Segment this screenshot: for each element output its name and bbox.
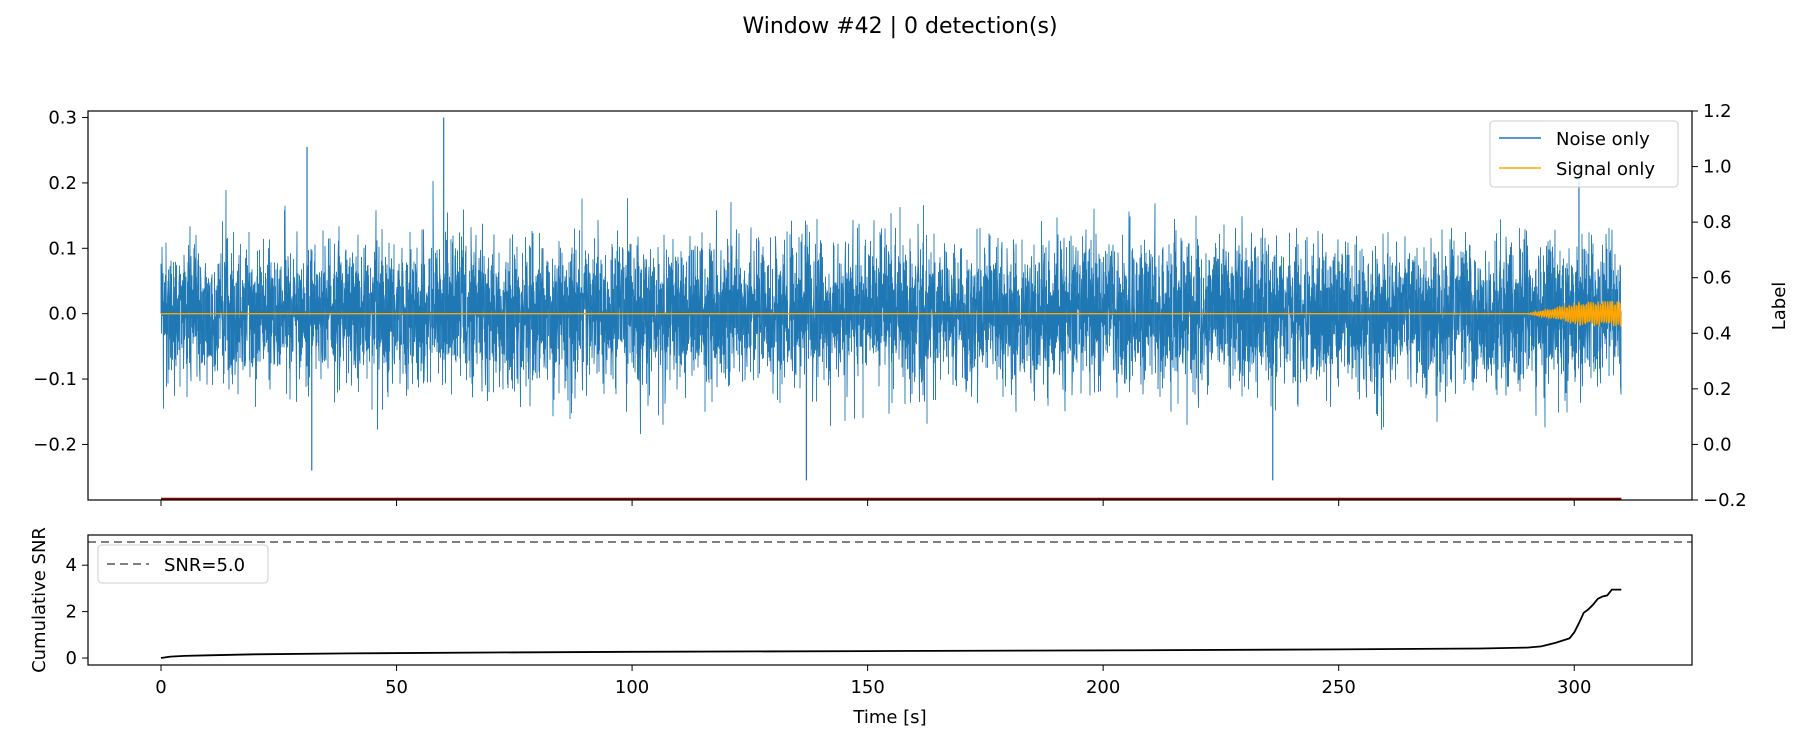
snr-y-tick-label: 0 bbox=[66, 648, 77, 669]
snr-y-tick-label: 2 bbox=[66, 602, 77, 623]
right-y-tick-label: 0.6 bbox=[1703, 268, 1732, 289]
snr-axes-frame bbox=[87, 534, 1693, 666]
right-y-tick-label: 1.2 bbox=[1703, 101, 1732, 122]
x-axis-label: Time [s] bbox=[852, 707, 926, 728]
snr-panel: 4 2 0 0 50 100 150 200 250 300 Cumulative SNR Ti… bbox=[29, 527, 1693, 728]
left-y-tick-label: −0.2 bbox=[33, 434, 77, 455]
x-tick-label: 0 bbox=[155, 677, 166, 698]
legend-noise-label: Noise only bbox=[1556, 129, 1650, 150]
legend-signal-label: Signal only bbox=[1556, 159, 1655, 180]
x-tick-label: 100 bbox=[615, 677, 649, 698]
snr-x-ticks: 0 50 100 150 200 250 300 bbox=[155, 665, 1591, 698]
right-y-tick-label: 0.0 bbox=[1703, 434, 1732, 455]
right-y-tick-label: 0.8 bbox=[1703, 212, 1732, 233]
legend-threshold-label: SNR=5.0 bbox=[164, 555, 245, 576]
x-tick-label: 50 bbox=[385, 677, 408, 698]
waveform-panel: 0.30.20.10.0−0.1−0.2 1.21.00.80.60.40.20… bbox=[33, 101, 1790, 511]
snr-y-axis-label: Cumulative SNR bbox=[29, 527, 50, 673]
x-tick-label: 200 bbox=[1086, 677, 1120, 698]
right-y-tick-label: 0.4 bbox=[1703, 323, 1732, 344]
figure-title: Window #42 | 0 detection(s) bbox=[742, 14, 1057, 39]
waveform-right-ticks: 1.2 1.0 0.8 0.6 0.4 0.2 0.0 −0.2 bbox=[1692, 101, 1747, 511]
left-y-tick-label: 0.3 bbox=[48, 108, 77, 129]
snr-legend-box bbox=[97, 544, 269, 584]
right-axis-label: Label bbox=[1769, 282, 1790, 331]
snr-curve bbox=[160, 588, 1622, 659]
x-tick-label: 250 bbox=[1322, 677, 1356, 698]
left-y-tick-label: 0.2 bbox=[48, 173, 77, 194]
snr-y-tick-label: 4 bbox=[66, 555, 77, 576]
waveform-axes-frame bbox=[87, 110, 1693, 501]
waveform-series-group bbox=[160, 117, 1622, 500]
right-y-tick-label: 0.2 bbox=[1703, 379, 1732, 400]
x-tick-label: 150 bbox=[850, 677, 884, 698]
noise-trace bbox=[160, 180, 1622, 435]
snr-legend: SNR=5.0 bbox=[97, 544, 269, 584]
signal-trace bbox=[161, 300, 1622, 327]
x-tick-label: 300 bbox=[1557, 677, 1591, 698]
waveform-left-ticks: 0.3 0.2 0.1 0.0 −0.1 −0.2 bbox=[33, 108, 88, 455]
snr-y-ticks: 4 2 0 bbox=[66, 555, 88, 669]
right-y-tick-label: −0.2 bbox=[1703, 490, 1747, 511]
snr-series-group bbox=[88, 540, 1692, 659]
waveform-legend: Noise only Signal only bbox=[1489, 120, 1679, 188]
left-y-tick-label: 0.0 bbox=[48, 304, 77, 325]
waveform-x-ticks bbox=[160, 500, 1575, 506]
left-y-tick-label: 0.1 bbox=[48, 238, 77, 259]
right-y-tick-label: 1.0 bbox=[1703, 157, 1732, 178]
left-y-tick-label: −0.1 bbox=[33, 369, 77, 390]
